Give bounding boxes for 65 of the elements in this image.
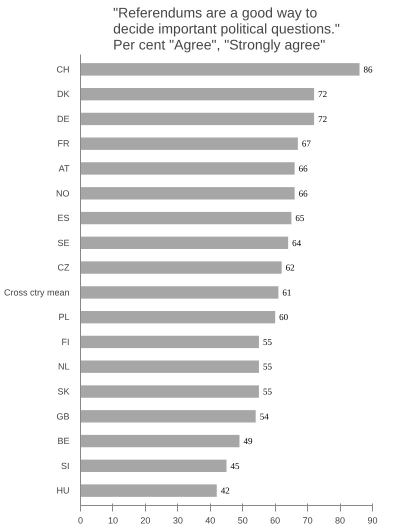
data-label: 60 — [279, 312, 289, 322]
data-label: 55 — [262, 386, 272, 397]
data-label: 67 — [302, 138, 312, 149]
y-tick-label: FI — [62, 336, 70, 347]
y-tick-label: CZ — [58, 262, 70, 273]
x-tick-label: 80 — [335, 516, 346, 526]
bar — [80, 187, 295, 200]
bar — [80, 484, 217, 497]
y-tick-label: ES — [57, 213, 70, 224]
y-tick-label: GB — [56, 411, 70, 422]
y-tick-label: PL — [58, 312, 70, 322]
bar — [80, 88, 314, 100]
y-tick-label: SK — [57, 386, 70, 397]
bar — [80, 63, 360, 76]
bar — [80, 385, 259, 398]
x-tick-label: 90 — [367, 516, 378, 526]
data-label: 55 — [262, 362, 272, 372]
data-label: 55 — [262, 336, 272, 347]
data-label: 45 — [230, 460, 240, 471]
bar — [80, 360, 259, 373]
y-tick-label: SE — [57, 238, 70, 248]
x-tick-label: 20 — [140, 516, 150, 526]
data-label: 86 — [364, 64, 374, 74]
y-tick-label: FR — [58, 138, 70, 149]
bar — [80, 162, 295, 175]
data-label: 54 — [260, 411, 270, 422]
bar — [80, 112, 314, 126]
x-tick-label: 60 — [270, 516, 280, 526]
data-label: 66 — [298, 163, 308, 174]
data-label: 42 — [220, 486, 230, 496]
bar — [80, 434, 240, 448]
y-tick-label: HU — [56, 486, 70, 496]
x-tick-label: 10 — [108, 516, 118, 526]
data-label: 62 — [286, 262, 295, 273]
data-label: 65 — [295, 213, 305, 224]
bar — [80, 212, 292, 224]
data-label: 66 — [298, 188, 308, 198]
bar — [80, 261, 282, 274]
x-tick-label: 40 — [205, 516, 216, 526]
bar — [80, 410, 256, 422]
y-tick-label: AT — [58, 163, 70, 174]
y-tick-label: NL — [58, 362, 70, 372]
bar — [80, 138, 298, 150]
x-tick-label: 50 — [238, 516, 248, 526]
data-label: 49 — [243, 436, 253, 446]
bar — [80, 236, 288, 250]
data-label: 64 — [292, 238, 302, 248]
data-label: 72 — [318, 114, 328, 124]
data-label: 72 — [318, 89, 328, 100]
x-tick-label: 30 — [172, 516, 183, 526]
y-tick-label: DE — [57, 114, 70, 124]
data-label: 61 — [282, 287, 292, 298]
bar — [80, 336, 259, 348]
bar — [80, 310, 276, 324]
x-tick-label: 0 — [78, 516, 84, 526]
y-tick-label: CH — [56, 64, 70, 74]
bar — [80, 460, 226, 472]
y-tick-label: BE — [57, 436, 70, 446]
y-tick-label: SI — [60, 460, 70, 471]
y-tick-label: NO — [56, 188, 70, 198]
y-tick-label: DK — [57, 89, 70, 100]
x-tick-label: 70 — [302, 516, 313, 526]
bar — [80, 286, 278, 299]
y-tick-label: Cross ctry mean — [4, 287, 70, 298]
chart-title: "Referendums are a good way to decide important political questions." Per cent "Agree", "Strongly agree" — [113, 4, 340, 52]
